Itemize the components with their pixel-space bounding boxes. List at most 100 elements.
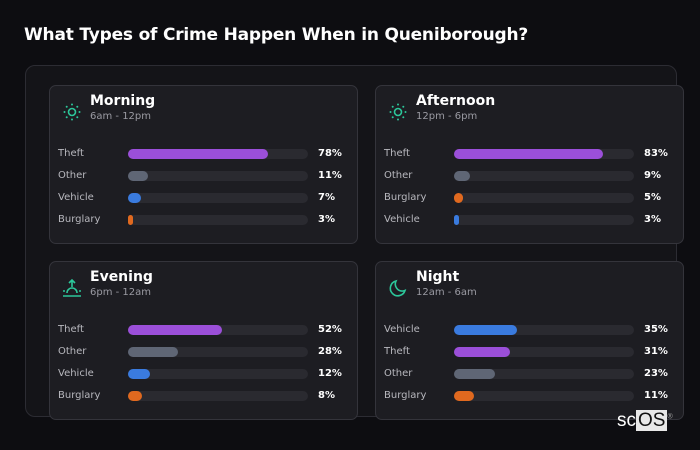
- crime-percent: 12%: [318, 368, 342, 379]
- crime-label: Other: [384, 368, 413, 379]
- crime-label: Burglary: [384, 390, 427, 401]
- bar-track: [128, 391, 308, 401]
- card-title: Afternoon: [416, 93, 496, 109]
- crime-label: Theft: [58, 148, 84, 159]
- crime-row: Burglary 3%: [58, 213, 348, 227]
- bar-track: [454, 171, 634, 181]
- crime-percent: 11%: [318, 170, 342, 181]
- crime-percent: 8%: [318, 390, 335, 401]
- bar-fill-vehicle: [128, 369, 150, 379]
- bar-track: [128, 325, 308, 335]
- moon-icon: [388, 278, 408, 298]
- bar-track: [128, 369, 308, 379]
- bar-fill-other: [128, 171, 148, 181]
- crime-label: Burglary: [384, 192, 427, 203]
- bar-track: [128, 171, 308, 181]
- card-morning: Morning 6am - 12pm Theft 78% Other 11% V…: [49, 85, 358, 244]
- crime-label: Burglary: [58, 214, 101, 225]
- bar-fill-vehicle: [454, 325, 517, 335]
- bar-fill-other: [454, 369, 496, 379]
- logo-os: OS: [636, 410, 668, 431]
- crime-percent: 28%: [318, 346, 342, 357]
- crime-row: Other 9%: [384, 169, 674, 183]
- crime-label: Vehicle: [58, 192, 94, 203]
- crime-label: Vehicle: [384, 324, 420, 335]
- crime-label: Vehicle: [384, 214, 420, 225]
- bar-track: [454, 193, 634, 203]
- crime-label: Other: [58, 346, 87, 357]
- bar-fill-theft: [454, 347, 510, 357]
- crime-percent: 83%: [644, 148, 668, 159]
- card-title: Evening: [90, 269, 153, 285]
- scos-logo: sc OS ®: [617, 410, 673, 432]
- crime-row: Vehicle 3%: [384, 213, 674, 227]
- crime-percent: 5%: [644, 192, 661, 203]
- card-time-range: 6pm - 12am: [90, 287, 152, 298]
- crime-row: Theft 52%: [58, 323, 348, 337]
- crime-row: Burglary 5%: [384, 191, 674, 205]
- bar-fill-vehicle: [454, 215, 460, 225]
- crime-row: Other 11%: [58, 169, 348, 183]
- crime-row: Burglary 11%: [384, 389, 674, 403]
- card-evening: Evening 6pm - 12am Theft 52% Other 28% V…: [49, 261, 358, 420]
- card-night: Night 12am - 6am Vehicle 35% Theft 31% O…: [375, 261, 684, 420]
- crime-percent: 7%: [318, 192, 335, 203]
- crime-label: Other: [58, 170, 87, 181]
- bar-fill-theft: [128, 149, 269, 159]
- bar-fill-other: [454, 171, 471, 181]
- bar-track: [454, 391, 634, 401]
- crime-label: Theft: [58, 324, 84, 335]
- card-title: Night: [416, 269, 460, 285]
- bar-fill-burglary: [128, 391, 143, 401]
- crime-row: Other 23%: [384, 367, 674, 381]
- bar-track: [454, 325, 634, 335]
- card-time-range: 12pm - 6pm: [416, 111, 478, 122]
- crime-percent: 23%: [644, 368, 668, 379]
- bar-track: [128, 215, 308, 225]
- bar-fill-burglary: [454, 193, 463, 203]
- bar-fill-other: [128, 347, 179, 357]
- bar-fill-theft: [454, 149, 604, 159]
- crime-row: Theft 78%: [58, 147, 348, 161]
- crime-row: Vehicle 12%: [58, 367, 348, 381]
- bar-track: [128, 347, 308, 357]
- bar-fill-theft: [128, 325, 222, 335]
- bar-fill-burglary: [454, 391, 474, 401]
- crime-label: Other: [384, 170, 413, 181]
- sun-icon: [62, 102, 82, 122]
- bar-track: [128, 193, 308, 203]
- bar-track: [454, 369, 634, 379]
- bar-fill-vehicle: [128, 193, 141, 203]
- bar-track: [128, 149, 308, 159]
- card-afternoon: Afternoon 12pm - 6pm Theft 83% Other 9% …: [375, 85, 684, 244]
- crime-percent: 52%: [318, 324, 342, 335]
- bar-track: [454, 347, 634, 357]
- crime-percent: 35%: [644, 324, 668, 335]
- crime-label: Burglary: [58, 390, 101, 401]
- crime-label: Vehicle: [58, 368, 94, 379]
- sun-icon: [388, 102, 408, 122]
- crime-percent: 3%: [644, 214, 661, 225]
- bar-track: [454, 149, 634, 159]
- crime-row: Other 28%: [58, 345, 348, 359]
- crime-row: Theft 31%: [384, 345, 674, 359]
- crime-label: Theft: [384, 346, 410, 357]
- crime-percent: 3%: [318, 214, 335, 225]
- crime-percent: 9%: [644, 170, 661, 181]
- logo-mark: ®: [667, 413, 673, 421]
- crime-row: Burglary 8%: [58, 389, 348, 403]
- crime-percent: 31%: [644, 346, 668, 357]
- crime-row: Vehicle 35%: [384, 323, 674, 337]
- crime-percent: 78%: [318, 148, 342, 159]
- card-title: Morning: [90, 93, 156, 109]
- card-time-range: 12am - 6am: [416, 287, 477, 298]
- crime-row: Vehicle 7%: [58, 191, 348, 205]
- page-title: What Types of Crime Happen When in Queni…: [24, 25, 529, 45]
- bar-fill-burglary: [128, 215, 134, 225]
- logo-sc: sc: [617, 410, 636, 431]
- crime-label: Theft: [384, 148, 410, 159]
- crime-row: Theft 83%: [384, 147, 674, 161]
- card-time-range: 6am - 12pm: [90, 111, 152, 122]
- crime-percent: 11%: [644, 390, 668, 401]
- sunset-icon: [62, 278, 82, 298]
